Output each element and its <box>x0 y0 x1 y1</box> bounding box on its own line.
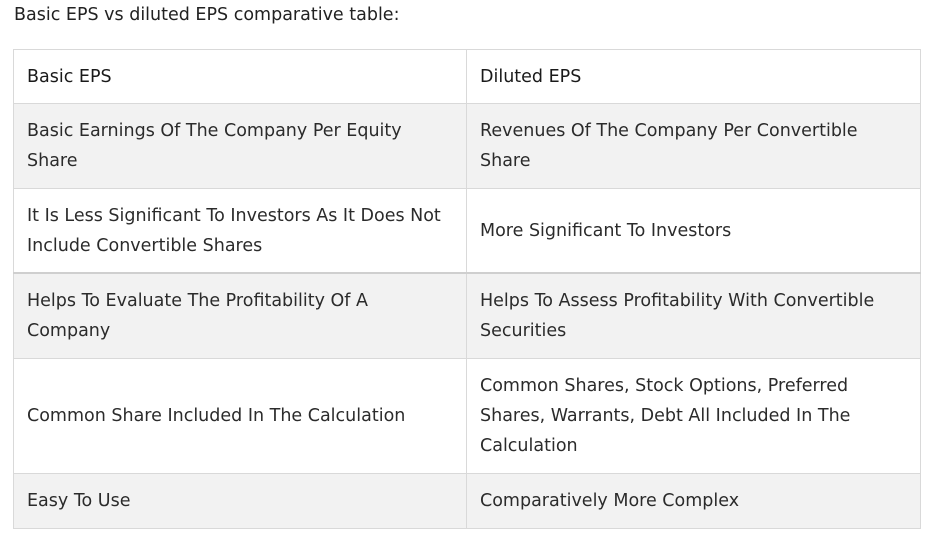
table-row: Common Share Included In The Calculation… <box>13 358 921 474</box>
table-header-row: Basic EPS Diluted EPS <box>13 49 921 104</box>
table-cell: Common Share Included In The Calculation <box>13 358 467 474</box>
table-cell: Comparatively More Complex <box>466 473 921 529</box>
table-cell: It Is Less Significant To Investors As I… <box>13 188 467 274</box>
table-cell: Helps To Assess Profitability With Conve… <box>466 272 921 359</box>
table-cell: Common Shares, Stock Options, Preferred … <box>466 358 921 474</box>
table-cell: Revenues Of The Company Per Convertible … <box>466 103 921 189</box>
comparison-table: Basic EPS Diluted EPS Basic Earnings Of … <box>13 49 921 529</box>
table-row: Helps To Evaluate The Profitability Of A… <box>13 272 921 359</box>
table-caption: Basic EPS vs diluted EPS comparative tab… <box>14 5 400 25</box>
table-cell: Helps To Evaluate The Profitability Of A… <box>13 272 467 359</box>
table-cell: Easy To Use <box>13 473 467 529</box>
table-row: Easy To Use Comparatively More Complex <box>13 473 921 529</box>
header-cell-diluted-eps: Diluted EPS <box>466 49 921 104</box>
table-cell: Basic Earnings Of The Company Per Equity… <box>13 103 467 189</box>
table-row: Basic Earnings Of The Company Per Equity… <box>13 103 921 189</box>
table-row: It Is Less Significant To Investors As I… <box>13 188 921 274</box>
header-cell-basic-eps: Basic EPS <box>13 49 467 104</box>
table-cell: More Significant To Investors <box>466 188 921 274</box>
